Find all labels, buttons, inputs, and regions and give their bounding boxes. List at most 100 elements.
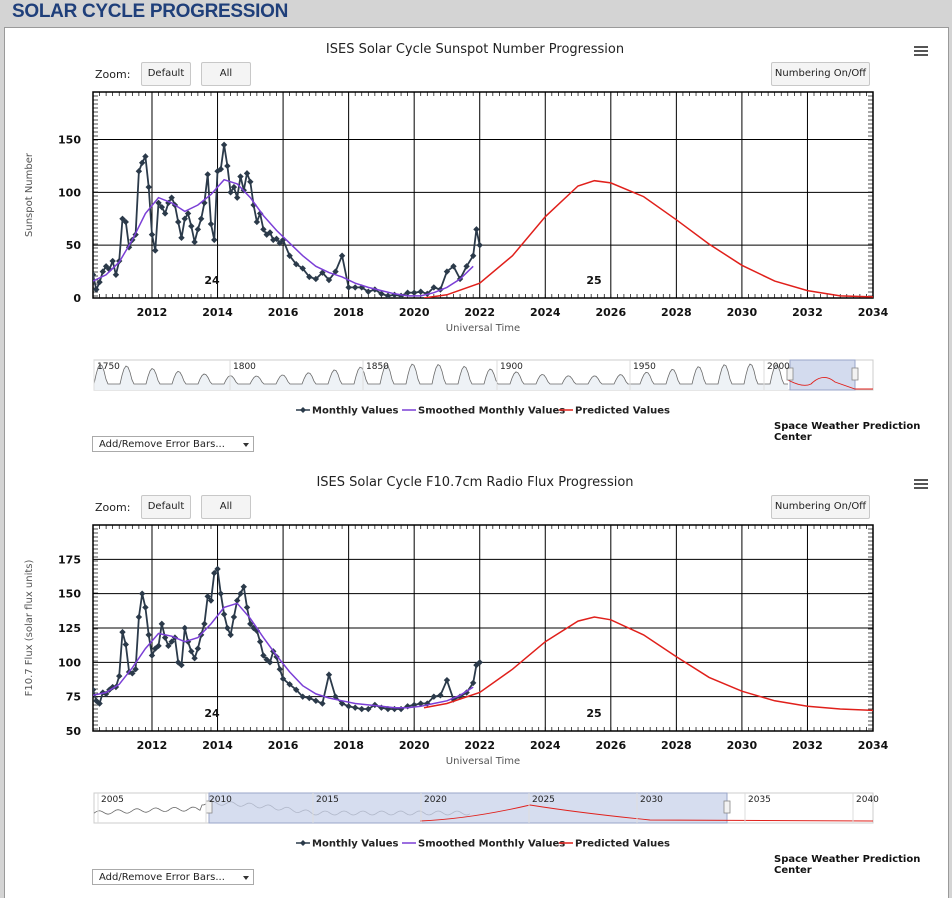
error-bars-select[interactable]: Add/Remove Error Bars...: [92, 869, 254, 885]
monthly-point[interactable]: [188, 222, 195, 230]
monthly-point[interactable]: [430, 284, 438, 291]
monthly-point[interactable]: [424, 700, 431, 707]
monthly-point[interactable]: [158, 203, 166, 211]
monthly-point[interactable]: [224, 624, 231, 632]
monthly-point[interactable]: [191, 238, 198, 246]
monthly-point[interactable]: [345, 284, 352, 291]
monthly-point[interactable]: [197, 215, 205, 222]
monthly-point[interactable]: [184, 210, 192, 217]
monthly-point[interactable]: [437, 692, 444, 699]
monthly-point[interactable]: [158, 620, 166, 628]
monthly-point[interactable]: [260, 652, 267, 659]
monthly-point[interactable]: [168, 194, 175, 201]
monthly-point[interactable]: [256, 210, 264, 217]
legend-item[interactable]: Smoothed Monthly Values: [402, 406, 565, 417]
monthly-point[interactable]: [345, 703, 352, 710]
monthly-point[interactable]: [338, 700, 346, 707]
zoom-all-button[interactable]: All: [201, 495, 251, 519]
monthly-point[interactable]: [96, 700, 103, 707]
monthly-point[interactable]: [122, 218, 129, 226]
monthly-point[interactable]: [463, 263, 470, 270]
navigator-handle[interactable]: [851, 367, 859, 381]
monthly-point[interactable]: [351, 284, 359, 291]
monthly-point[interactable]: [260, 226, 267, 233]
zoom-all-button[interactable]: All: [201, 62, 251, 86]
monthly-point[interactable]: [417, 700, 424, 707]
monthly-point[interactable]: [181, 624, 188, 632]
monthly-point[interactable]: [243, 604, 251, 611]
monthly-point[interactable]: [299, 265, 306, 272]
monthly-point[interactable]: [276, 239, 284, 247]
monthly-point[interactable]: [145, 183, 152, 191]
monthly-point[interactable]: [211, 236, 218, 244]
monthly-point[interactable]: [263, 656, 270, 663]
legend-item[interactable]: Predicted Values: [559, 839, 670, 850]
monthly-point[interactable]: [204, 593, 211, 600]
monthly-point[interactable]: [443, 268, 451, 275]
monthly-point[interactable]: [319, 269, 326, 276]
monthly-point[interactable]: [273, 235, 280, 243]
monthly-point[interactable]: [237, 173, 244, 180]
monthly-point[interactable]: [263, 231, 270, 238]
monthly-point[interactable]: [161, 210, 169, 217]
monthly-point[interactable]: [391, 291, 398, 298]
hamburger-menu-icon[interactable]: [914, 479, 928, 491]
monthly-point[interactable]: [152, 247, 159, 254]
monthly-point[interactable]: [155, 199, 162, 207]
monthly-point[interactable]: [109, 257, 116, 265]
monthly-point[interactable]: [148, 652, 156, 659]
monthly-point[interactable]: [306, 273, 313, 281]
monthly-point[interactable]: [138, 159, 146, 166]
legend-item[interactable]: Predicted Values: [559, 406, 670, 417]
monthly-point[interactable]: [201, 620, 208, 628]
monthly-point[interactable]: [473, 226, 480, 233]
hamburger-menu-icon[interactable]: [914, 46, 928, 58]
monthly-point[interactable]: [332, 268, 339, 275]
monthly-point[interactable]: [220, 141, 228, 149]
monthly-point[interactable]: [417, 288, 424, 295]
navigator-selection[interactable]: [208, 792, 728, 824]
monthly-point[interactable]: [119, 628, 126, 636]
legend-item[interactable]: Monthly Values: [296, 839, 399, 850]
monthly-point[interactable]: [286, 252, 293, 259]
monthly-point[interactable]: [142, 153, 149, 160]
monthly-point[interactable]: [102, 263, 110, 270]
monthly-point[interactable]: [181, 215, 188, 222]
monthly-point[interactable]: [384, 292, 392, 299]
monthly-point[interactable]: [194, 645, 202, 652]
monthly-point[interactable]: [410, 289, 418, 296]
zoom-default-button[interactable]: Default: [141, 495, 191, 519]
monthly-point[interactable]: [99, 268, 107, 275]
monthly-point[interactable]: [247, 178, 254, 185]
legend-item[interactable]: Smoothed Monthly Values: [402, 839, 565, 850]
monthly-point[interactable]: [175, 218, 182, 226]
monthly-point[interactable]: [112, 271, 120, 278]
monthly-point[interactable]: [116, 672, 123, 680]
monthly-point[interactable]: [319, 700, 326, 707]
monthly-point[interactable]: [325, 276, 333, 284]
monthly-point[interactable]: [224, 162, 231, 170]
monthly-point[interactable]: [230, 183, 238, 191]
monthly-point[interactable]: [207, 597, 215, 604]
monthly-point[interactable]: [351, 704, 359, 711]
monthly-point[interactable]: [119, 215, 126, 222]
numbering-toggle-button[interactable]: Numbering On/Off: [771, 62, 870, 86]
monthly-point[interactable]: [266, 229, 274, 236]
monthly-point[interactable]: [404, 289, 411, 296]
monthly-point[interactable]: [214, 168, 221, 175]
monthly-point[interactable]: [93, 286, 100, 293]
monthly-point[interactable]: [450, 263, 457, 270]
monthly-point[interactable]: [234, 597, 241, 604]
monthly-point[interactable]: [129, 670, 136, 677]
monthly-point[interactable]: [476, 241, 483, 249]
zoom-default-button[interactable]: Default: [141, 62, 191, 86]
monthly-point[interactable]: [378, 290, 385, 297]
monthly-point[interactable]: [253, 218, 261, 226]
navigator-handle[interactable]: [786, 367, 794, 381]
numbering-toggle-button[interactable]: Numbering On/Off: [771, 495, 870, 519]
monthly-point[interactable]: [122, 641, 129, 648]
monthly-point[interactable]: [204, 171, 211, 178]
monthly-point[interactable]: [90, 271, 97, 278]
monthly-point[interactable]: [247, 620, 254, 628]
monthly-point[interactable]: [469, 252, 477, 259]
